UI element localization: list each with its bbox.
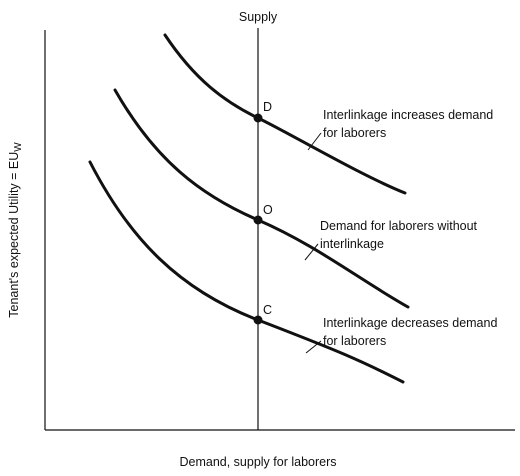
annotation: Demand for laborers without: [320, 219, 478, 233]
point: [253, 215, 263, 225]
annotation: Interlinkage decreases demand: [323, 316, 497, 330]
point-label: C: [263, 303, 272, 317]
annotation: for laborers: [323, 334, 386, 348]
y-axis-label: Tenant's expected Utility = EUW: [7, 142, 24, 318]
y-axis-label-subscript: W: [13, 142, 24, 152]
annotation: Interlinkage increases demand: [323, 108, 493, 122]
demand-curve-middle: [113, 88, 410, 309]
point-label: O: [263, 203, 273, 217]
point-label: D: [263, 100, 272, 114]
y-axis-label-text: Tenant's expected Utility = EU: [7, 152, 21, 318]
point: [253, 113, 263, 123]
x-axis-label: Demand, supply for laborers: [179, 455, 336, 469]
supply-label: Supply: [239, 10, 278, 24]
leader-line: [307, 132, 322, 151]
leader-line: [304, 243, 319, 261]
annotation: interlinkage: [320, 237, 384, 251]
point: [253, 315, 263, 325]
annotation: for laborers: [323, 126, 386, 140]
leader-line: [305, 340, 322, 354]
demand-curve-lower: [88, 160, 405, 384]
